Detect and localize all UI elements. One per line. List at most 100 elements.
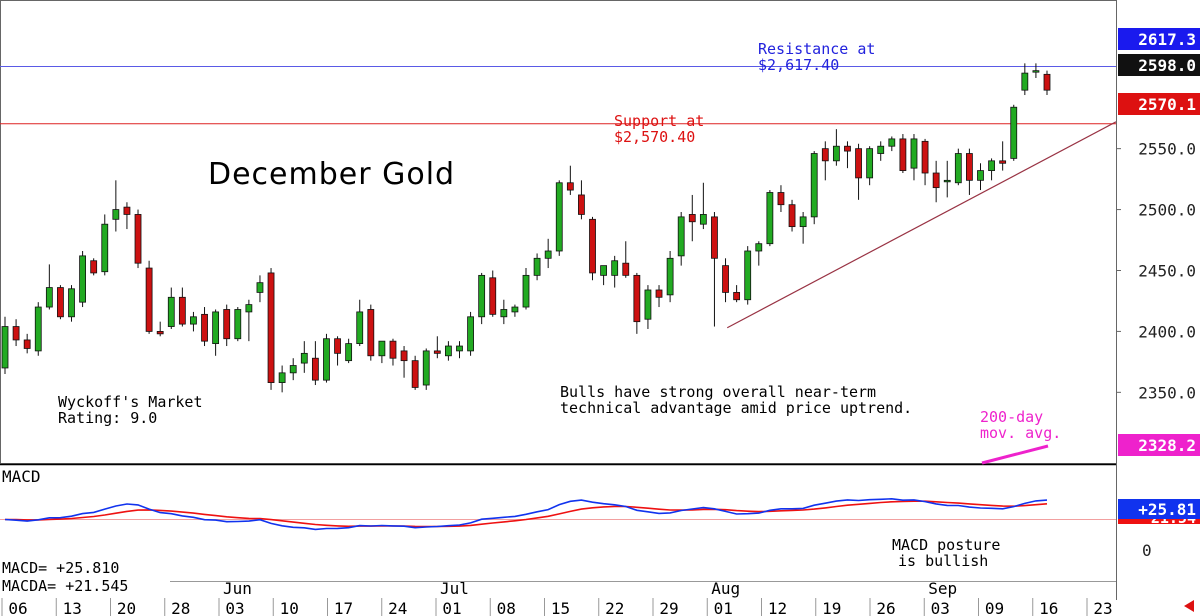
candle-up bbox=[666, 257, 674, 296]
candle-up bbox=[45, 287, 53, 308]
candle-up bbox=[755, 243, 763, 252]
date-tick-label: 19 bbox=[822, 599, 841, 616]
candle-down bbox=[400, 350, 408, 362]
support-annotation: Support at $2,570.40 bbox=[614, 112, 713, 146]
candle-up bbox=[1021, 72, 1029, 91]
candle-up bbox=[68, 288, 75, 318]
candle-up bbox=[445, 345, 452, 357]
date-tick-label: 24 bbox=[388, 599, 407, 616]
candle-down bbox=[90, 260, 98, 274]
candle-down bbox=[156, 331, 164, 335]
date-tick-label: 29 bbox=[659, 599, 678, 616]
candle-down bbox=[566, 182, 574, 191]
candle-down bbox=[711, 216, 718, 259]
candle-up bbox=[533, 257, 541, 276]
macda-line bbox=[4, 500, 1048, 528]
date-tick-label: 01 bbox=[442, 599, 461, 616]
candle-down bbox=[334, 338, 341, 354]
month-label: Aug bbox=[711, 579, 740, 598]
candle-down bbox=[367, 309, 375, 357]
candle-down bbox=[999, 160, 1007, 164]
candle-down bbox=[899, 138, 907, 171]
candle-down bbox=[788, 204, 796, 228]
date-tick-label: 03 bbox=[225, 599, 244, 616]
candle-up bbox=[810, 153, 818, 218]
candle-down bbox=[23, 339, 31, 349]
date-tick-label: 26 bbox=[876, 599, 895, 616]
uptrend-line bbox=[726, 121, 1117, 329]
candle-up bbox=[378, 340, 386, 357]
candle-up bbox=[744, 250, 752, 301]
date-tick-label: 09 bbox=[985, 599, 1004, 616]
candle-down bbox=[201, 313, 208, 342]
candle-up bbox=[289, 365, 297, 374]
candle-up bbox=[699, 214, 707, 225]
candle-up bbox=[522, 274, 530, 308]
rating-text: Wyckoff's Market Rating: 9.0 bbox=[58, 393, 212, 427]
date-tick-label: 23 bbox=[1093, 599, 1112, 616]
candle-up bbox=[866, 148, 874, 179]
candle-up bbox=[245, 304, 253, 313]
date-tick-label: 13 bbox=[63, 599, 82, 616]
ma200-price-tag: 2328.2 bbox=[1118, 434, 1200, 456]
y-tick-label: 2550.0 bbox=[1138, 140, 1196, 159]
candle-down bbox=[777, 192, 785, 206]
candle-down bbox=[921, 140, 929, 174]
candle-up bbox=[467, 316, 474, 352]
chart-title: December Gold bbox=[208, 157, 455, 192]
candle-down bbox=[411, 360, 419, 388]
candle-up bbox=[644, 289, 652, 320]
macd-value-tag: +25.81 bbox=[1118, 499, 1200, 519]
support-price-tag: 2570.1 bbox=[1118, 93, 1200, 115]
candle-up bbox=[478, 274, 486, 318]
candle-up bbox=[1032, 70, 1040, 73]
candle-down bbox=[178, 296, 186, 325]
candle-up bbox=[954, 153, 962, 184]
resistance-annotation: Resistance at $2,617.40 bbox=[758, 40, 884, 74]
candle-up bbox=[943, 179, 951, 183]
macd-zero-label: 0 bbox=[1142, 541, 1152, 560]
candle-down bbox=[932, 172, 940, 189]
back-arrow-icon[interactable] bbox=[1184, 600, 1194, 612]
candle-up bbox=[832, 145, 840, 162]
candle-up bbox=[511, 306, 519, 313]
date-tick-label: 06 bbox=[8, 599, 27, 616]
candle-up bbox=[1010, 106, 1018, 159]
candle-up bbox=[212, 311, 220, 344]
date-tick-label: 12 bbox=[768, 599, 787, 616]
candle-up bbox=[323, 338, 330, 381]
candle-up bbox=[34, 306, 42, 352]
date-tick-label: 10 bbox=[280, 599, 299, 616]
last-price-tag: 2598.0 bbox=[1118, 54, 1200, 76]
candle-down bbox=[1043, 73, 1051, 91]
candle-down bbox=[844, 145, 851, 152]
candle-down bbox=[733, 292, 741, 301]
candle-up bbox=[278, 372, 286, 383]
macd-line bbox=[4, 497, 1048, 531]
svg-text:MACD= +25.810: MACD= +25.810 bbox=[2, 559, 119, 577]
date-axis: 06 13 20 28 03 10 17 24 01 08 15 22 29 01 12 19 26 03 09 16… bbox=[1, 579, 1113, 616]
candle-down bbox=[267, 272, 275, 383]
candle-up bbox=[112, 209, 120, 220]
y-tick-label: 2450.0 bbox=[1138, 261, 1196, 280]
candle-up bbox=[456, 345, 463, 352]
candle-up bbox=[877, 145, 885, 154]
date-tick-label: 15 bbox=[551, 599, 570, 616]
y-tick-label: 2400.0 bbox=[1138, 322, 1196, 341]
candle-down bbox=[722, 265, 729, 293]
candle-down bbox=[223, 309, 231, 340]
candle-up bbox=[988, 160, 995, 171]
candle-down bbox=[855, 148, 862, 179]
candle-up bbox=[600, 265, 607, 276]
y-tick-label: 2350.0 bbox=[1138, 383, 1196, 402]
date-tick-label: 17 bbox=[334, 599, 353, 616]
candle-down bbox=[655, 289, 663, 298]
svg-text:2617.3: 2617.3 bbox=[1138, 30, 1196, 49]
candle-down bbox=[123, 206, 131, 215]
date-tick-label: 08 bbox=[497, 599, 516, 616]
candle-up bbox=[167, 296, 175, 327]
candle-up bbox=[79, 255, 86, 303]
candle-up bbox=[910, 138, 918, 169]
macd-posture-text: MACD posture is bullish bbox=[892, 536, 1009, 570]
